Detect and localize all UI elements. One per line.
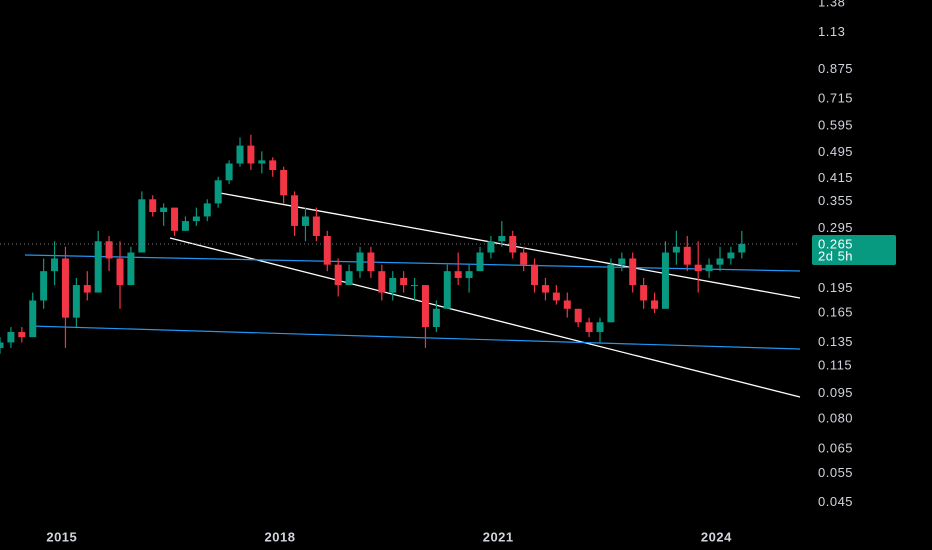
candle-body bbox=[454, 271, 462, 278]
candle-body bbox=[541, 285, 549, 293]
y-tick-label: 0.715 bbox=[818, 91, 853, 106]
y-tick-label: 0.055 bbox=[818, 465, 853, 480]
y-tick-label: 1.38 bbox=[818, 0, 845, 10]
x-tick-label: 2021 bbox=[483, 529, 514, 544]
candle-body bbox=[192, 216, 200, 222]
candle-body bbox=[105, 241, 113, 259]
candle-body bbox=[269, 160, 277, 170]
candle-body bbox=[247, 145, 255, 164]
candle-body bbox=[705, 264, 713, 272]
y-tick-label: 0.115 bbox=[818, 357, 852, 372]
candle-body bbox=[225, 163, 233, 181]
candle-body bbox=[651, 300, 659, 309]
candle-body bbox=[607, 264, 615, 323]
candle-body bbox=[203, 203, 211, 217]
candle-body bbox=[629, 258, 637, 286]
candle-body bbox=[214, 180, 222, 204]
trendline bbox=[169, 237, 801, 398]
candle-body bbox=[443, 271, 451, 309]
candle-body bbox=[574, 308, 582, 323]
candle-body bbox=[618, 258, 626, 265]
candle-body bbox=[476, 252, 484, 272]
candle-body bbox=[149, 199, 157, 212]
candle-body bbox=[116, 258, 124, 286]
candle-body bbox=[389, 277, 397, 293]
y-tick-label: 0.165 bbox=[818, 305, 853, 320]
candle-body bbox=[171, 207, 179, 231]
candle-body bbox=[94, 241, 102, 293]
last-price-box bbox=[812, 234, 896, 265]
candle-body bbox=[356, 252, 364, 272]
candle-body bbox=[0, 342, 4, 348]
candle-body bbox=[727, 252, 735, 259]
candle-body bbox=[7, 332, 15, 343]
candle-body bbox=[563, 300, 571, 309]
y-tick-label: 0.065 bbox=[818, 441, 853, 456]
candle-body bbox=[716, 258, 724, 265]
candle-body bbox=[672, 246, 680, 253]
candle-body bbox=[640, 285, 648, 301]
candle-body bbox=[61, 258, 69, 318]
candle-body bbox=[498, 235, 506, 242]
candle-body bbox=[160, 207, 168, 212]
candle-body bbox=[367, 252, 375, 272]
candle-body bbox=[181, 221, 189, 231]
candle-body bbox=[29, 300, 37, 338]
candle-body bbox=[520, 252, 528, 265]
candle-body bbox=[596, 322, 604, 333]
candle-body bbox=[323, 235, 331, 265]
candle-body bbox=[258, 160, 266, 164]
candle-body bbox=[18, 332, 26, 338]
y-tick-label: 0.295 bbox=[818, 220, 853, 235]
candle-body bbox=[236, 145, 244, 164]
y-tick-label: 0.355 bbox=[818, 193, 853, 208]
y-tick-label: 0.045 bbox=[818, 494, 853, 509]
x-tick-label: 2015 bbox=[46, 529, 77, 544]
candle-body bbox=[127, 252, 135, 286]
candle-body bbox=[72, 285, 80, 318]
candle-body bbox=[301, 216, 309, 226]
y-tick-label: 0.415 bbox=[818, 170, 853, 185]
candle-body bbox=[585, 322, 593, 333]
candle-body bbox=[334, 264, 342, 286]
x-tick-label: 2024 bbox=[701, 529, 732, 544]
countdown: 2d 5h bbox=[818, 248, 853, 263]
candle-body bbox=[345, 271, 353, 286]
trendline bbox=[24, 254, 801, 272]
y-tick-label: 0.595 bbox=[818, 117, 853, 132]
trendline bbox=[29, 325, 801, 350]
candle-body bbox=[411, 285, 419, 287]
candle-body bbox=[400, 277, 408, 286]
candle-body bbox=[291, 195, 299, 226]
candle-body bbox=[378, 271, 386, 293]
y-tick-label: 0.875 bbox=[818, 61, 853, 76]
candle-body bbox=[421, 285, 429, 328]
x-tick-label: 2018 bbox=[265, 529, 296, 544]
y-tick-label: 0.135 bbox=[818, 334, 853, 349]
candle-body bbox=[465, 271, 473, 278]
y-tick-label: 0.080 bbox=[818, 410, 853, 425]
candle-body bbox=[138, 199, 146, 253]
y-tick-label: 0.095 bbox=[818, 385, 853, 400]
candle-body bbox=[83, 285, 91, 293]
candle-body bbox=[661, 252, 669, 309]
candle-body bbox=[683, 246, 691, 265]
candle-body bbox=[51, 258, 59, 272]
candle-body bbox=[531, 264, 539, 286]
y-tick-label: 0.195 bbox=[818, 280, 853, 295]
candle-body bbox=[40, 271, 48, 301]
candle-body bbox=[694, 264, 702, 272]
candle-body bbox=[312, 216, 320, 236]
candle-body bbox=[487, 241, 495, 253]
candle-body bbox=[738, 243, 746, 253]
candle-body bbox=[432, 308, 440, 328]
candle-body bbox=[280, 169, 288, 196]
last-price-label: 0.265 bbox=[818, 236, 853, 251]
y-tick-label: 1.13 bbox=[818, 24, 845, 39]
candle-body bbox=[552, 292, 560, 301]
y-tick-label: 0.495 bbox=[818, 144, 853, 159]
